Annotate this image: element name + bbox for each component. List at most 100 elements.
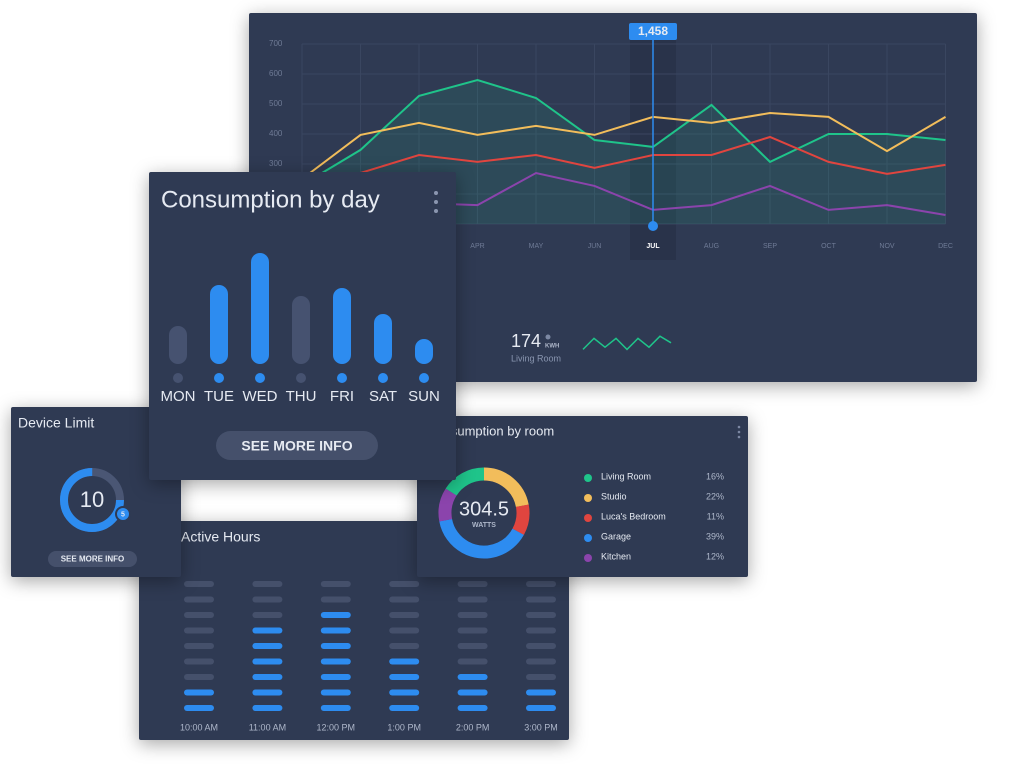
card-title: Device Limit — [18, 415, 94, 431]
idle-pill — [389, 643, 420, 649]
active-pill — [457, 674, 488, 680]
x-tick-label: 12:00 PM — [317, 722, 356, 732]
active-pill — [252, 689, 283, 696]
bar-dot — [378, 373, 388, 383]
device-card: Device Limit 10 5 SEE MORE INFO — [11, 407, 181, 577]
y-tick-label: 500 — [269, 99, 283, 108]
summary-value: 174 — [511, 331, 541, 351]
legend-dot — [584, 494, 592, 502]
active-pill — [320, 612, 351, 618]
menu-icon[interactable] — [737, 425, 741, 439]
idle-pill — [526, 596, 556, 603]
summary-label: Living Room — [511, 353, 561, 363]
idle-pill — [184, 596, 214, 603]
idle-pill — [457, 581, 488, 587]
bar-dot — [173, 373, 183, 383]
tooltip-label: 1,458 — [638, 24, 668, 38]
idle-pill — [526, 627, 556, 634]
room-chart: Consumption by room Living Room 16% Studio… — [427, 423, 741, 562]
x-tick-label: SAT — [369, 388, 397, 405]
idle-pill — [457, 627, 488, 634]
badge-value: 5 — [121, 511, 125, 518]
idle-pill — [389, 581, 420, 587]
active-pill — [389, 705, 420, 711]
x-tick-label: THU — [286, 388, 317, 405]
button-label[interactable]: SEE MORE INFO — [61, 555, 125, 564]
y-tick-label: 700 — [269, 39, 283, 48]
legend-dot — [584, 474, 592, 482]
line — [301, 78, 946, 186]
gauge-chart: Device Limit 10 5 SEE MORE INFO — [18, 415, 137, 567]
legend-label: Kitchen — [601, 551, 631, 561]
bar — [169, 326, 187, 364]
idle-pill — [457, 643, 488, 649]
line — [301, 135, 946, 177]
button[interactable] — [48, 551, 137, 567]
summary-dot — [545, 334, 551, 340]
legend-value: 12% — [706, 551, 724, 561]
legend-label: Luca's Bedroom — [601, 511, 666, 521]
bar-dot — [214, 373, 224, 383]
area — [302, 80, 946, 224]
x-tick-label: WED — [243, 388, 278, 405]
active-pill — [252, 674, 283, 680]
legend-dot — [584, 534, 592, 542]
active-pill — [320, 658, 351, 665]
bar — [292, 296, 310, 364]
idle-pill — [526, 674, 556, 680]
x-tick-label: APR — [470, 243, 484, 250]
legend-value: 39% — [706, 531, 724, 541]
y-tick-label: 300 — [269, 159, 283, 168]
active-pill — [457, 705, 488, 711]
legend-label: Living Room — [601, 471, 651, 481]
bar-chart: Consumption by day MON TUE WED THU FRI SAT SUN… — [161, 186, 440, 460]
x-tick-label: JUN — [588, 243, 602, 250]
idle-pill — [457, 596, 488, 603]
bar-dot — [255, 373, 265, 383]
idle-pill — [526, 612, 556, 618]
active-pill — [252, 658, 283, 665]
button-label[interactable]: SEE MORE INFO — [241, 438, 352, 454]
active-pill — [320, 643, 351, 649]
legend-dot — [584, 554, 592, 562]
active-pill — [389, 689, 420, 696]
idle-pill — [252, 581, 283, 587]
y-tick-label: 600 — [269, 69, 283, 78]
idle-pill — [184, 643, 214, 649]
room-card: Consumption by room Living Room 16% Studio… — [417, 416, 748, 577]
idle-pill — [184, 612, 214, 618]
idle-pill — [320, 596, 351, 603]
line-chart: 100200300400500600700JANFEBMARAPRMAYJUNJ… — [269, 23, 953, 363]
card-title: Active Hours — [181, 529, 260, 545]
x-tick-label: SEP — [763, 243, 777, 250]
idle-pill — [526, 658, 556, 665]
bar — [251, 253, 269, 364]
donut-total: 304.5 — [459, 498, 509, 520]
gauge-arc — [60, 468, 124, 532]
x-tick-label: MON — [161, 388, 196, 405]
idle-pill — [389, 596, 420, 603]
idle-pill — [184, 674, 214, 680]
idle-pill — [184, 627, 214, 634]
active-pill — [252, 705, 283, 711]
donut-unit: WATTS — [472, 522, 496, 529]
x-tick-label: TUE — [204, 388, 234, 405]
bar — [333, 288, 351, 364]
idle-pill — [457, 612, 488, 618]
legend-value: 11% — [707, 511, 724, 521]
legend-dot — [584, 514, 592, 522]
bar-dot — [296, 373, 306, 383]
donut-slice — [438, 467, 530, 559]
hours-card: Active Hours 10:00 AM 11:00 AM 12:00 PM 1:0… — [139, 521, 569, 740]
x-tick-label: MAY — [529, 243, 544, 250]
active-pill — [320, 705, 351, 711]
idle-pill — [526, 581, 556, 587]
idle-pill — [320, 581, 351, 587]
button[interactable] — [216, 431, 378, 460]
sparkline — [582, 335, 672, 351]
line — [301, 111, 947, 180]
menu-icon[interactable] — [434, 191, 438, 213]
bar-dot — [337, 373, 347, 383]
donut-slice — [438, 467, 530, 559]
